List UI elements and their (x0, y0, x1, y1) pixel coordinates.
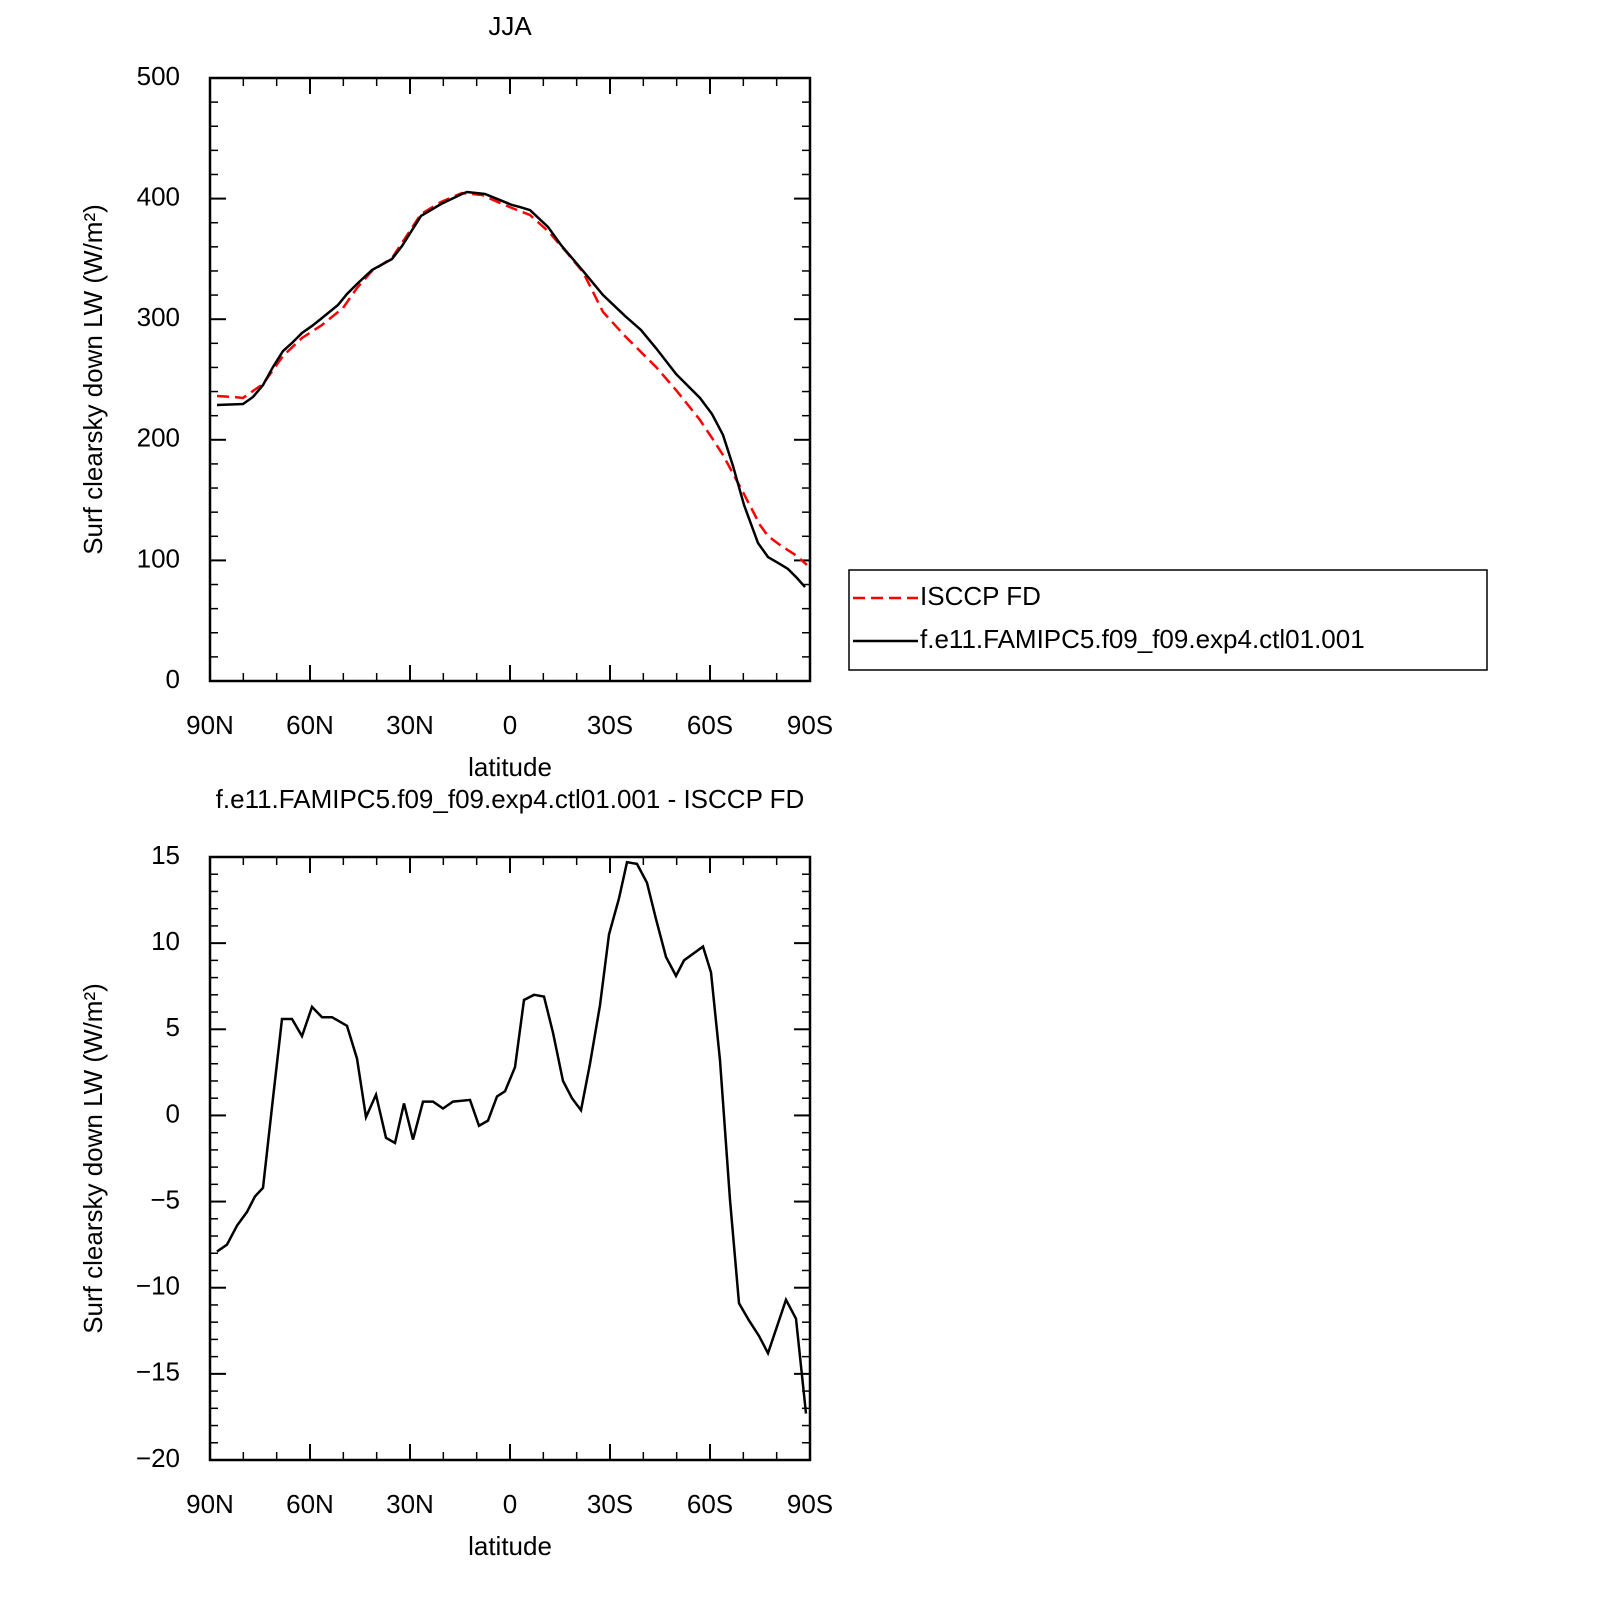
y-tick-label: −10 (136, 1271, 180, 1301)
x-tick-label: 30N (386, 710, 434, 740)
x-tick-label: 30S (587, 710, 633, 740)
x-tick-label: 30S (587, 1489, 633, 1519)
x-axis-label: latitude (468, 752, 552, 782)
y-tick-label: 400 (137, 181, 180, 211)
x-axis-label: latitude (468, 1531, 552, 1561)
y-tick-label: −5 (150, 1184, 180, 1214)
x-tick-label: 90N (186, 710, 234, 740)
y-tick-label: −20 (136, 1443, 180, 1473)
y-tick-label: 5 (166, 1012, 180, 1042)
legend-label: ISCCP FD (920, 581, 1041, 611)
legend-box (848, 569, 1488, 671)
data-line (216, 860, 808, 1414)
x-tick-label: 0 (503, 710, 517, 740)
x-tick-label: 90S (787, 710, 833, 740)
y-axis-label: Surf clearsky down LW (W/m²) (78, 983, 108, 1334)
legend-label: f.e11.FAMIPC5.f09_f09.exp4.ctl01.001 (920, 624, 1365, 654)
y-tick-label: 0 (166, 1098, 180, 1128)
x-tick-label: 60S (687, 710, 733, 740)
y-tick-label: −15 (136, 1357, 180, 1387)
chart-title: f.e11.FAMIPC5.f09_f09.exp4.ctl01.001 - I… (216, 784, 805, 814)
plot-frame (208, 855, 812, 1462)
chart-title: JJA (488, 11, 532, 41)
y-tick-label: 15 (151, 840, 180, 870)
y-tick-label: 0 (166, 664, 180, 694)
y-axis-label: Surf clearsky down LW (W/m²) (78, 204, 108, 555)
x-tick-label: 0 (503, 1489, 517, 1519)
y-tick-label: 300 (137, 302, 180, 332)
y-tick-label: 100 (137, 543, 180, 573)
data-line (216, 190, 806, 588)
y-tick-label: 500 (137, 61, 180, 91)
x-tick-label: 60N (286, 710, 334, 740)
data-line (216, 191, 808, 566)
y-tick-label: 200 (137, 423, 180, 453)
x-tick-label: 90N (186, 1489, 234, 1519)
x-tick-label: 30N (386, 1489, 434, 1519)
x-tick-label: 90S (787, 1489, 833, 1519)
plot-frame (208, 76, 812, 683)
x-tick-label: 60S (687, 1489, 733, 1519)
x-tick-label: 60N (286, 1489, 334, 1519)
y-tick-label: 10 (151, 926, 180, 956)
